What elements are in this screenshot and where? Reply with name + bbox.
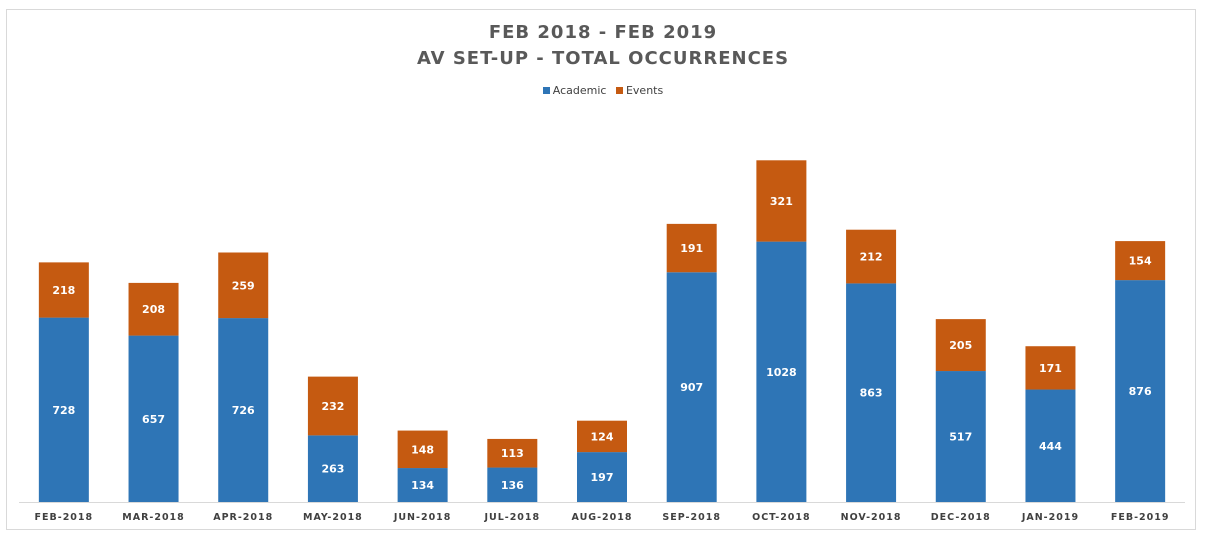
bar-events-nov-2018 bbox=[846, 229, 897, 284]
bar-academic-aug-2018 bbox=[577, 452, 627, 502]
bar-academic-oct-2018 bbox=[756, 241, 807, 502]
data-label-events-sep-2018: 191 bbox=[680, 242, 703, 255]
bar-events-dec-2018 bbox=[935, 319, 986, 372]
bar-events-mar-2018 bbox=[128, 282, 179, 336]
legend-swatch-academic bbox=[542, 87, 550, 94]
chart-legend: Academic Events bbox=[0, 84, 1206, 97]
data-label-events-jun-2018: 148 bbox=[411, 443, 434, 456]
bar-academic-mar-2018 bbox=[128, 335, 179, 502]
x-tick-label-jul-2018: JUL-2018 bbox=[483, 512, 540, 523]
x-tick-label-oct-2018: OCT-2018 bbox=[752, 512, 811, 523]
bar-events-feb-2019 bbox=[1115, 241, 1166, 281]
chart-title: FEB 2018 - FEB 2019 bbox=[488, 22, 718, 43]
bar-events-feb-2018 bbox=[38, 262, 89, 318]
data-label-events-dec-2018: 205 bbox=[949, 339, 972, 352]
x-tick-label-mar-2018: MAR-2018 bbox=[122, 512, 185, 523]
data-label-events-nov-2018: 212 bbox=[860, 251, 883, 264]
bar-events-jan-2019 bbox=[1025, 346, 1076, 390]
data-label-academic-jul-2018: 136 bbox=[501, 479, 524, 492]
data-label-academic-feb-2019: 876 bbox=[1129, 385, 1152, 398]
data-label-events-apr-2018: 259 bbox=[232, 279, 255, 292]
bar-academic-feb-2018 bbox=[38, 317, 89, 502]
data-label-events-may-2018: 232 bbox=[321, 400, 344, 413]
bar-events-aug-2018 bbox=[577, 420, 627, 453]
bar-events-apr-2018 bbox=[218, 252, 269, 319]
x-tick-label-feb-2018: FEB-2018 bbox=[35, 512, 94, 523]
data-label-events-aug-2018: 124 bbox=[591, 430, 614, 443]
data-label-academic-jun-2018: 134 bbox=[411, 479, 434, 492]
chart-subtitle: AV SET-UP - TOTAL OCCURRENCES bbox=[416, 48, 790, 69]
legend-swatch-events bbox=[615, 87, 623, 94]
bar-events-jun-2018 bbox=[397, 430, 448, 469]
legend-item-events: Events bbox=[615, 84, 664, 97]
data-label-academic-oct-2018: 1028 bbox=[766, 366, 797, 379]
bar-academic-may-2018 bbox=[307, 435, 358, 502]
legend-item-academic: Academic bbox=[542, 84, 607, 97]
data-label-academic-nov-2018: 863 bbox=[860, 387, 883, 400]
data-label-events-feb-2018: 218 bbox=[52, 284, 75, 297]
x-tick-label-apr-2018: APR-2018 bbox=[213, 512, 273, 523]
bar-academic-sep-2018 bbox=[666, 272, 717, 502]
x-tick-label-may-2018: MAY-2018 bbox=[303, 512, 363, 523]
bar-academic-jul-2018 bbox=[487, 467, 538, 502]
data-label-events-mar-2018: 208 bbox=[142, 303, 165, 316]
data-label-events-feb-2019: 154 bbox=[1129, 255, 1152, 268]
data-label-events-oct-2018: 321 bbox=[770, 195, 793, 208]
bar-academic-apr-2018 bbox=[218, 318, 269, 502]
data-label-academic-apr-2018: 726 bbox=[232, 404, 255, 417]
x-tick-label-dec-2018: DEC-2018 bbox=[931, 512, 991, 523]
data-label-academic-sep-2018: 907 bbox=[680, 381, 703, 394]
bar-events-sep-2018 bbox=[666, 223, 717, 273]
data-label-academic-jan-2019: 444 bbox=[1039, 440, 1062, 453]
x-tick-label-aug-2018: AUG-2018 bbox=[572, 512, 633, 523]
bar-events-may-2018 bbox=[307, 376, 358, 436]
data-label-events-jul-2018: 113 bbox=[501, 447, 524, 460]
bar-academic-jun-2018 bbox=[397, 468, 448, 502]
data-label-academic-may-2018: 263 bbox=[321, 463, 344, 476]
bar-academic-feb-2019 bbox=[1115, 280, 1166, 502]
x-tick-label-sep-2018: SEP-2018 bbox=[662, 512, 721, 523]
x-tick-label-jan-2019: JAN-2019 bbox=[1021, 512, 1079, 523]
data-label-academic-aug-2018: 197 bbox=[591, 471, 614, 484]
legend-label-events: Events bbox=[625, 84, 664, 97]
data-label-academic-dec-2018: 517 bbox=[949, 431, 972, 444]
bar-events-jul-2018 bbox=[487, 438, 538, 468]
x-tick-label-nov-2018: NOV-2018 bbox=[841, 512, 902, 523]
data-label-events-jan-2019: 171 bbox=[1039, 362, 1062, 375]
legend-label-academic: Academic bbox=[552, 84, 607, 97]
x-tick-label-jun-2018: JUN-2018 bbox=[393, 512, 452, 523]
bar-academic-nov-2018 bbox=[846, 283, 897, 502]
bar-academic-dec-2018 bbox=[935, 371, 986, 502]
bar-events-oct-2018 bbox=[756, 160, 807, 242]
x-tick-label-feb-2019: FEB-2019 bbox=[1111, 512, 1170, 523]
data-label-academic-mar-2018: 657 bbox=[142, 413, 165, 426]
data-label-academic-feb-2018: 728 bbox=[52, 404, 75, 417]
bar-academic-jan-2019 bbox=[1025, 389, 1076, 502]
